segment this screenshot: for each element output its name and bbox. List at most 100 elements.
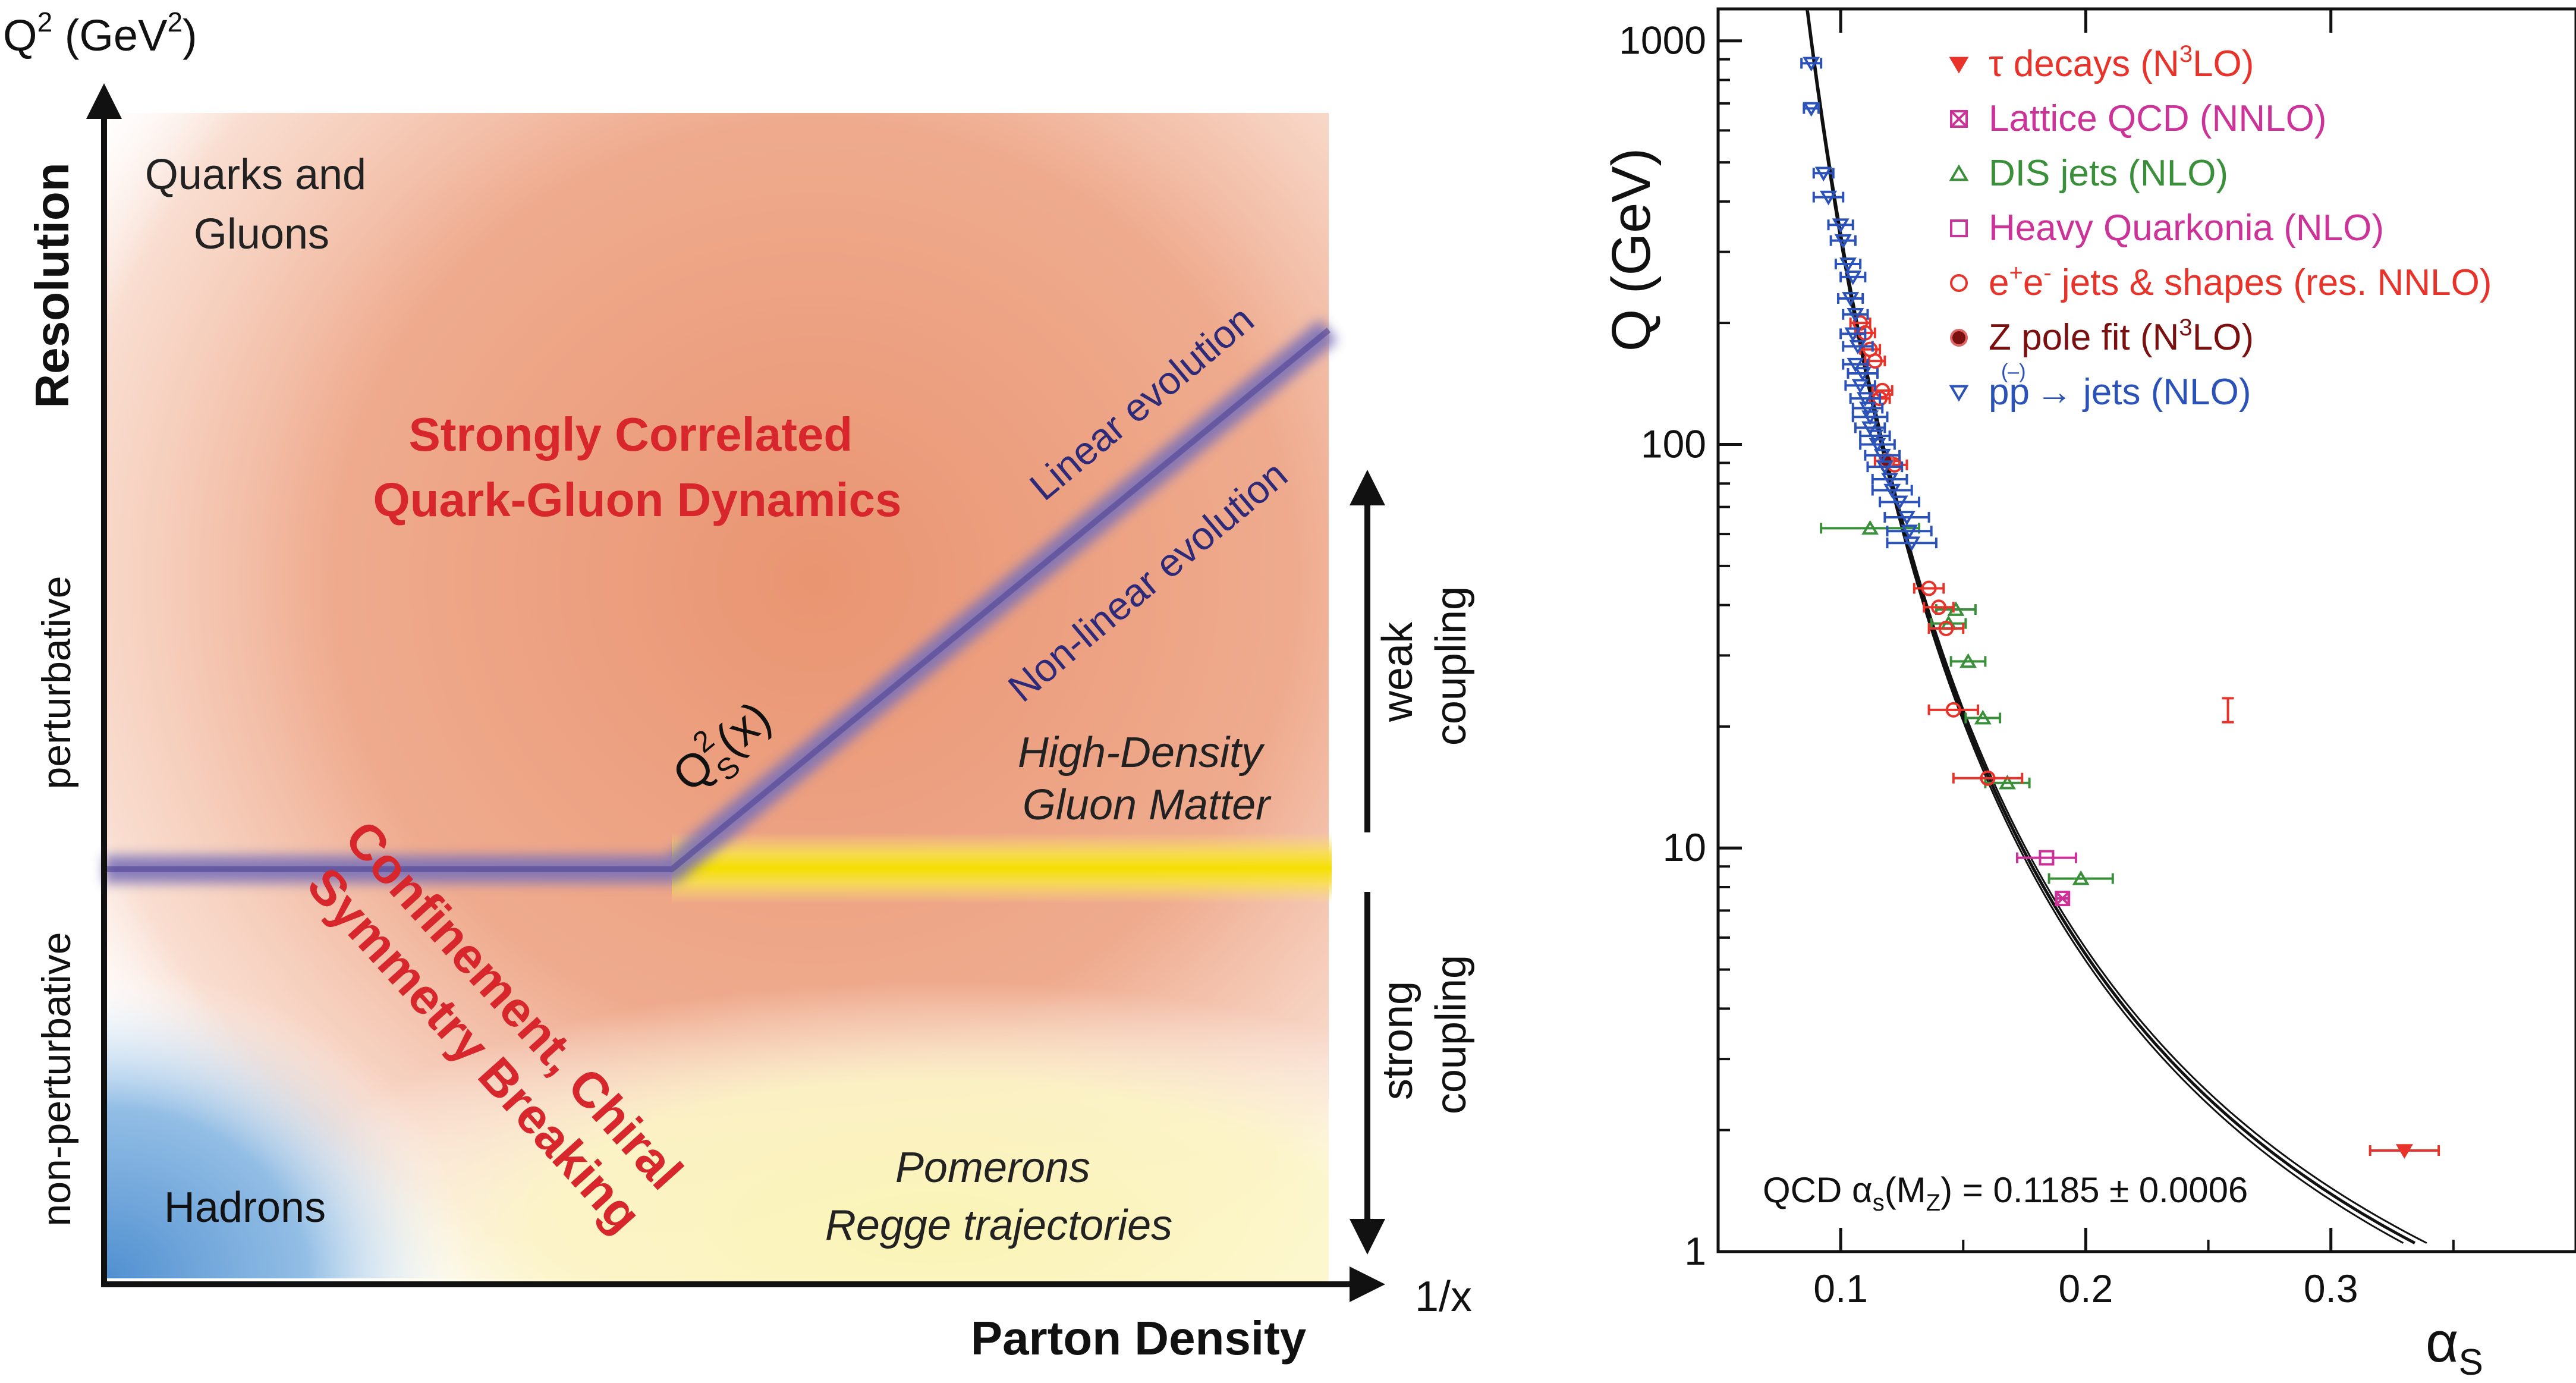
marker	[1861, 421, 1879, 436]
marker	[2055, 891, 2071, 907]
quarks-gluons-label: Quarks and Gluons	[145, 151, 378, 258]
x-axis-label: 1/x	[1415, 1273, 1472, 1321]
legend-label: Lattice QCD (NNLO)	[1989, 98, 2326, 139]
marker	[1832, 218, 1850, 234]
running-coupling-curves	[1806, 10, 2427, 1244]
pomerons-label: Pomerons Regge trajectories	[825, 1144, 1172, 1249]
strongly-correlated-label: Strongly Correlated Quark-Gluon Dynamics	[373, 408, 901, 526]
series-points	[1820, 520, 2114, 885]
central-curve	[1806, 12, 2416, 1244]
marker	[1858, 401, 1876, 417]
series-points	[2055, 891, 2071, 907]
marker	[1851, 379, 1869, 394]
high-density-label: High-Density Gluon Matter	[1018, 729, 1275, 829]
legend-label: Z pole fit (N3LO)	[1989, 315, 2254, 358]
marker	[1980, 770, 1996, 786]
phase-diagram-shading	[104, 113, 1332, 1284]
strong-coupling-label: strong coupling	[1374, 955, 1475, 1114]
hadrons-label: Hadrons	[164, 1184, 326, 1231]
marker	[1974, 709, 1992, 725]
marker	[1844, 327, 1862, 342]
marker	[1849, 340, 1867, 355]
uncertainty-curve	[1807, 10, 2427, 1244]
marker	[1842, 292, 1860, 307]
y-tick-label: 100	[1641, 422, 1706, 466]
marker	[1950, 219, 1968, 237]
marker	[2395, 1144, 2413, 1159]
alpha-mz-annotation: QCD αs(MZ) = 0.1185 ± 0.0006	[1763, 1170, 2248, 1216]
y-ticks: 1 10 100 1000	[1619, 18, 1742, 1273]
legend-entry: e+e- jets & shapes (res. NNLO)	[1950, 260, 2492, 303]
marker	[1950, 110, 1968, 128]
marker	[1866, 429, 1884, 444]
legend-entry: τ decays (N3LO)	[1949, 41, 2254, 84]
marker	[1839, 257, 1857, 272]
marker	[1949, 164, 1969, 181]
x-ticks: 0.1 0.2 0.3	[1717, 9, 2576, 1310]
legend-label: DIS jets (NLO)	[1989, 153, 2228, 194]
marker	[1883, 483, 1901, 499]
legend-label: τ decays (N3LO)	[1989, 41, 2254, 84]
marker	[1950, 329, 1968, 347]
marker	[1999, 774, 2016, 790]
legend-label: Heavy Quarkonia (NLO)	[1989, 208, 2384, 249]
yellow-band	[672, 832, 1332, 904]
marker	[1903, 536, 1921, 552]
marker-cross	[2055, 891, 2070, 906]
marker	[1921, 580, 1937, 596]
legend-entry: DIS jets (NLO)	[1949, 153, 2228, 194]
marker	[1959, 653, 1977, 668]
legend-entry: Z pole fit (N3LO)	[1950, 315, 2254, 358]
marker	[1938, 620, 1954, 636]
marker	[2039, 850, 2055, 866]
plot-frame	[1716, 7, 2576, 1253]
marker-cross	[1950, 110, 1968, 128]
marker	[1847, 357, 1864, 373]
left-y-axis-label: Q2 (GeV2)	[3, 7, 197, 60]
series-points	[2369, 1144, 2440, 1159]
resolution-title: Resolution	[26, 162, 78, 408]
legend: τ decays (N3LO) Lattice QCD (NNLO) DIS jet…	[1949, 41, 2492, 413]
marker	[1856, 392, 1874, 407]
marker	[1945, 702, 1961, 718]
marker	[1803, 56, 1820, 72]
legend-entry: pp(–) → jets (NLO)	[1949, 360, 2251, 413]
marker	[1931, 599, 1947, 615]
series-points	[2015, 850, 2077, 866]
legend-entry: Lattice QCD (NNLO)	[1950, 98, 2326, 139]
marker	[1844, 271, 1862, 285]
marker	[1820, 190, 1838, 206]
perturbative-label: perturbative	[34, 576, 79, 789]
legend-label: pp(–) → jets (NLO)	[1989, 360, 2251, 413]
marker	[1847, 307, 1864, 323]
marker	[1854, 367, 1872, 382]
y-tick-label: 10	[1663, 825, 1706, 869]
marker	[1834, 234, 1852, 249]
marker	[1803, 102, 1820, 117]
right-panel: 0.1 0.2 0.3 1 10 100 1000 τ decays (N3LO) Latt…	[1601, 7, 2576, 1383]
data-points	[1800, 56, 2440, 1159]
marker	[1881, 473, 1899, 488]
marker	[1861, 520, 1879, 535]
weak-coupling-label: weak coupling	[1374, 586, 1475, 746]
x-tick-label: 0.3	[2304, 1266, 2358, 1310]
non-perturbative-label: non-perturbative	[34, 932, 79, 1226]
saturation-line-core	[104, 328, 1331, 872]
legend-label: e+e- jets & shapes (res. NNLO)	[1989, 260, 2492, 303]
x-axis-title: Parton Density	[971, 1312, 1307, 1365]
right-y-axis-label: Q (GeV)	[1601, 148, 1662, 351]
right-x-axis-label: αS	[2426, 1310, 2483, 1383]
marker	[2072, 870, 2090, 885]
marker	[1861, 410, 1879, 426]
marker	[1891, 495, 1908, 511]
legend-entry: Heavy Quarkonia (NLO)	[1950, 208, 2384, 249]
blue-region	[104, 969, 473, 1278]
left-panel: Q2 (GeV2) Resolution perturbative non-pe…	[3, 7, 1475, 1365]
y-tick-label: 1000	[1619, 18, 1706, 62]
series-points	[1800, 56, 1937, 552]
x-tick-label: 0.2	[2059, 1266, 2113, 1310]
marker	[1901, 524, 1918, 540]
marker	[1898, 511, 1916, 526]
x-tick-label: 0.1	[1813, 1266, 1868, 1310]
